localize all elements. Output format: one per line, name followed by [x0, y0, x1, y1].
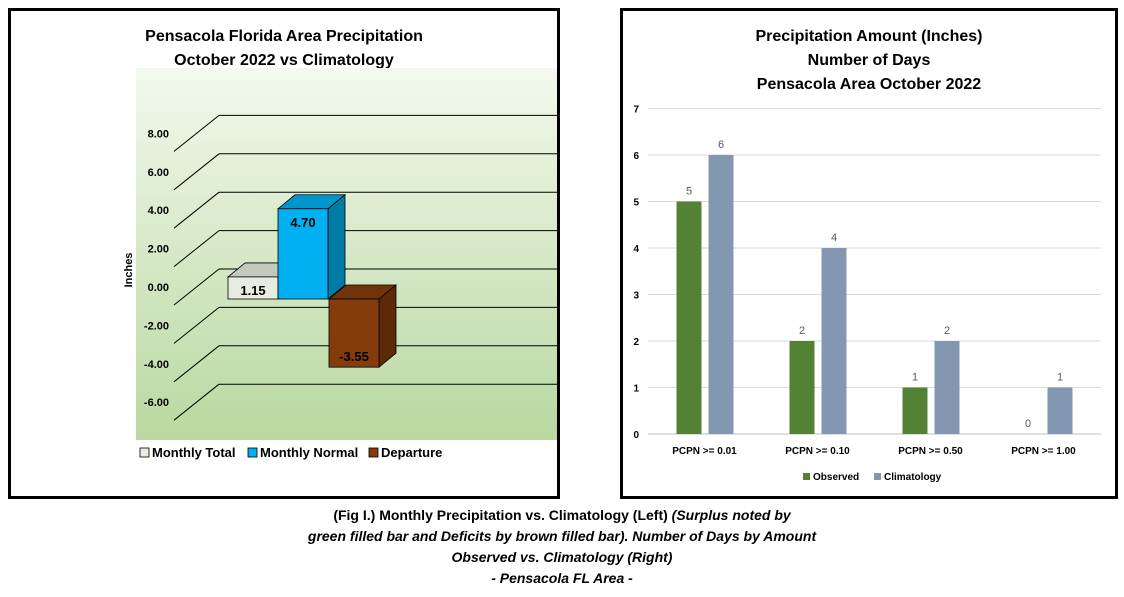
left-chart-gridline-diagonal [173, 230, 220, 267]
right-legend-swatch [874, 473, 881, 480]
left-chart-panel: Pensacola Florida Area Precipitation Oct… [8, 8, 560, 499]
right-chart-x-tick-label: PCPN >= 0.50 [898, 446, 963, 457]
left-chart-y-tick-label: -2.00 [144, 320, 169, 332]
right-chart-bar-climatology [821, 248, 847, 434]
right-legend-label: Climatology [884, 472, 942, 483]
right-chart-y-tick-label: 2 [633, 337, 639, 348]
left-chart-y-tick-label: -6.00 [144, 397, 169, 409]
right-chart-y-tick-label: 5 [633, 198, 639, 209]
left-chart-y-tick-label: 0.00 [148, 282, 169, 294]
caption-line-4: - Pensacola FL Area - [491, 570, 633, 586]
right-chart-bar-observed [676, 201, 702, 434]
left-chart-gridline-diagonal [173, 383, 220, 421]
caption-line-3: Observed vs. Climatology (Right) [451, 549, 673, 565]
left-chart-y-tick-label: 2.00 [148, 244, 169, 256]
right-chart-panel: Precipitation Amount (Inches) Number of … [620, 8, 1118, 499]
caption-line-2: green filled bar and Deficits by brown f… [307, 528, 817, 544]
right-chart-legend: Observed Climatology [803, 472, 942, 483]
left-chart-y-tick-label: 6.00 [148, 167, 169, 179]
right-chart-bar-climatology [1047, 387, 1073, 434]
right-chart-bar-observed [902, 387, 928, 434]
right-chart-data-label: 1 [912, 372, 918, 384]
left-chart-svg: -6.00 -4.00 -2.00 0.00 2.00 4.00 6.00 8.00 Inch… [123, 68, 557, 460]
right-chart-x-tick-label: PCPN >= 0.10 [785, 446, 850, 457]
left-chart-data-label: -3.55 [339, 349, 369, 364]
right-chart-y-tick-labels: 0 1 2 3 4 5 6 7 [633, 105, 639, 442]
right-legend-swatch [803, 473, 810, 480]
left-chart-bar-side [378, 284, 397, 369]
left-chart-data-label: 4.70 [290, 215, 315, 230]
figure-caption: (Fig I.) Monthly Precipitation vs. Clima… [0, 505, 1124, 589]
left-chart-y-tick-labels: -6.00 -4.00 -2.00 0.00 2.00 4.00 6.00 8.00 [144, 128, 169, 409]
left-chart-bar-side [327, 193, 346, 300]
caption-line-1-italic: (Surplus noted by [671, 507, 791, 523]
left-chart-y-tick-label: -4.00 [144, 359, 169, 371]
right-chart-title-line-1: Precipitation Amount (Inches) [755, 28, 983, 45]
left-chart-gridline-diagonal [173, 153, 220, 191]
right-chart-x-tick-labels: PCPN >= 0.01 PCPN >= 0.10 PCPN >= 0.50 PCPN… [672, 446, 1076, 457]
right-chart-data-label: 5 [686, 186, 692, 198]
caption-line-1-bold: (Fig I.) Monthly Precipitation vs. Clima… [333, 507, 672, 523]
left-chart-legend: Monthly Total Monthly Normal Departure [139, 445, 442, 460]
right-chart-y-tick-label: 6 [633, 151, 639, 162]
right-legend-label: Observed [813, 472, 859, 483]
right-chart-y-tick-label: 1 [633, 384, 639, 395]
left-chart-gridline-diagonal [173, 345, 220, 383]
left-chart-y-tick-label: 8.00 [148, 128, 169, 140]
right-chart-data-label: 2 [944, 325, 950, 337]
left-legend-label: Monthly Total [152, 445, 236, 460]
right-chart-data-label: 1 [1057, 372, 1063, 384]
left-chart-gridline-diagonal [173, 268, 220, 306]
left-chart-bar-front [328, 298, 380, 368]
left-chart-gridline-diagonal [173, 191, 220, 229]
left-chart-title-line-2: October 2022 vs Climatology [174, 52, 394, 69]
left-chart-y-axis-label: Inches [123, 253, 135, 288]
left-chart-plot-background [136, 68, 557, 440]
left-chart-title: Pensacola Florida Area Precipitation Oct… [11, 25, 557, 73]
left-chart-title-line-1: Pensacola Florida Area Precipitation [145, 28, 423, 45]
right-chart-y-tick-label: 7 [633, 105, 639, 116]
right-chart-bars: 5 6 2 4 1 2 0 1 [676, 139, 1073, 434]
left-legend-swatch [368, 447, 379, 458]
left-legend-label: Departure [381, 445, 442, 460]
right-chart-bar-climatology [708, 155, 734, 434]
left-chart-data-label: 1.15 [240, 283, 265, 298]
right-chart-x-tick-label: PCPN >= 0.01 [672, 446, 737, 457]
right-chart-title-line-3: Pensacola Area October 2022 [756, 76, 982, 93]
left-legend-swatch [139, 447, 150, 458]
right-chart-x-tick-label: PCPN >= 1.00 [1011, 446, 1076, 457]
left-chart-bar-front [277, 208, 329, 300]
left-chart-gridline-diagonal [173, 307, 220, 344]
right-chart-title-line-2: Number of Days [807, 52, 931, 69]
right-chart-title: Precipitation Amount (Inches) Number of … [623, 25, 1115, 97]
right-chart-bar-observed [789, 341, 815, 434]
right-chart-data-label: 0 [1025, 418, 1031, 430]
left-chart-bar-2 [276, 193, 347, 300]
right-chart-y-tick-label: 4 [633, 244, 639, 255]
left-chart-y-tick-label: 4.00 [148, 205, 169, 217]
caption-line-1: (Fig I.) Monthly Precipitation vs. Clima… [0, 505, 1124, 526]
left-legend-swatch [247, 447, 258, 458]
right-chart-data-label: 2 [799, 325, 805, 337]
left-chart-gridline-diagonal [173, 115, 220, 152]
right-chart-y-tick-label: 0 [633, 430, 639, 441]
left-chart-bar-3 [327, 284, 398, 369]
right-chart-data-label: 6 [718, 139, 724, 151]
left-chart-bars: 1.15 4.70 -3.55 [226, 193, 398, 369]
right-chart-y-tick-label: 3 [633, 291, 639, 302]
right-chart-bar-climatology [934, 341, 960, 434]
left-legend-label: Monthly Normal [260, 445, 358, 460]
right-chart-data-label: 4 [831, 232, 837, 244]
